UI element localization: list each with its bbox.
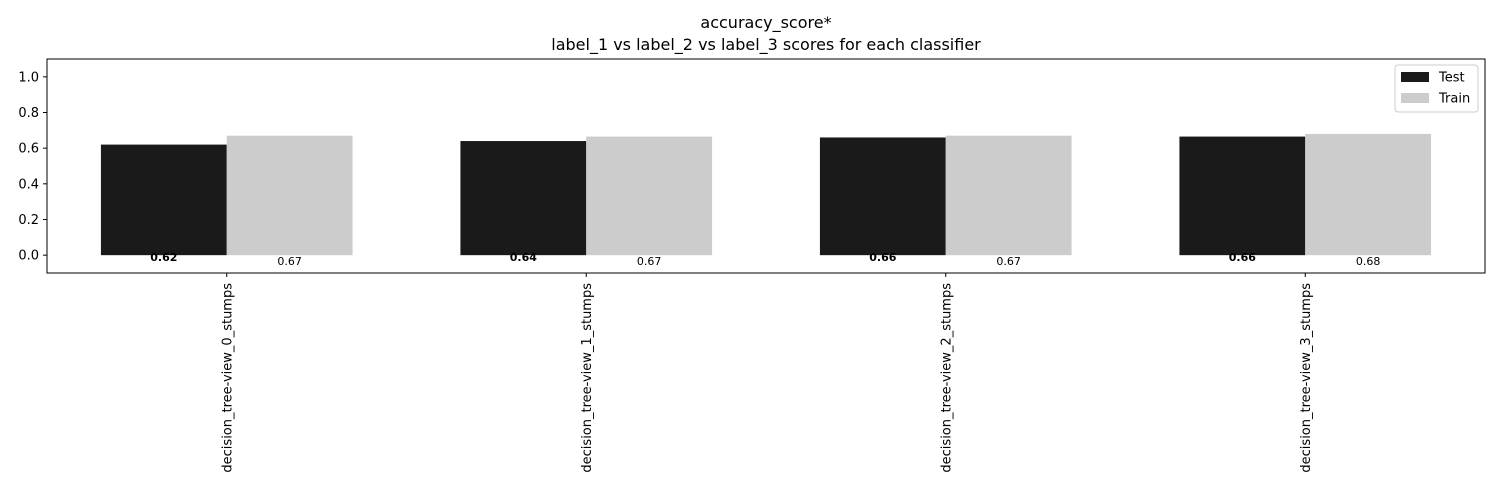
bar-test [460,141,587,256]
y-tick-label: 0.8 [18,106,39,121]
bar-test [100,144,227,256]
y-tick-label: 0.0 [18,249,39,264]
chart-title: accuracy_score* [700,13,831,33]
bar-value-label: 0.66 [1229,251,1256,264]
y-tick-label: 1.0 [18,70,39,85]
bar-value-label: 0.66 [869,251,896,264]
bar-train [1305,133,1432,256]
axes-frame [46,58,1486,274]
y-tick-label: 0.2 [18,213,39,228]
bar-value-label: 0.68 [1356,255,1381,268]
legend: Test Train [1394,64,1479,113]
x-tick-label: decision_tree-view_3_stumps [1299,283,1314,473]
bar-train [586,136,713,256]
x-tick-label: decision_tree-view_2_stumps [939,283,954,473]
legend-swatch-test [1401,72,1429,82]
plot-area: 0.0 0.2 0.4 0.6 0.8 1.0 0.62 0.64 0.66 0.66 0.67 0.… [18,58,1486,473]
bar-value-label: 0.67 [637,255,662,268]
bar-value-label: 0.67 [277,255,302,268]
x-tick-label: decision_tree-view_1_stumps [580,283,595,473]
bar-train [226,135,353,256]
bar-value-label: 0.62 [150,251,177,264]
legend-label-train: Train [1438,92,1470,107]
bar-test [819,137,946,256]
x-tick-label: decision_tree-view_0_stumps [220,283,235,473]
legend-swatch-train [1401,93,1429,103]
bar-value-label: 0.67 [996,255,1021,268]
y-tick-label: 0.6 [18,142,39,157]
bar-train [945,135,1072,256]
bar-value-label: 0.64 [510,251,537,264]
legend-label-test: Test [1438,71,1465,86]
y-tick-label: 0.4 [18,177,39,192]
chart-subtitle: label_1 vs label_2 vs label_3 scores for… [551,35,981,55]
bar-test [1179,136,1306,256]
